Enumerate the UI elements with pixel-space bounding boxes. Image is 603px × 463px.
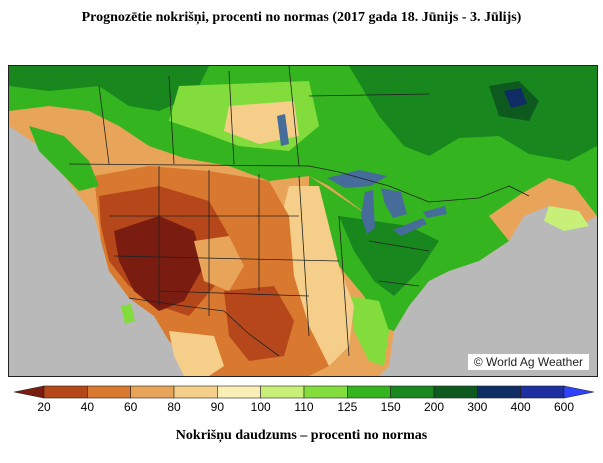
- canada-dark-green: [349, 66, 597, 161]
- southeast-light-green: [349, 296, 389, 366]
- legend-tick-label: 600: [553, 400, 575, 414]
- texas-brown: [224, 286, 294, 361]
- legend-caption: Nokrišņu daudzums – procenti no normas: [175, 428, 428, 443]
- legend-swatch: [520, 385, 565, 399]
- lake-michigan: [361, 190, 375, 234]
- lake-huron: [381, 188, 407, 218]
- legend-swatch: [217, 385, 261, 399]
- legend-tick-label: 80: [167, 400, 181, 414]
- legend-swatch: [130, 385, 175, 399]
- lake-winnipeg: [277, 114, 289, 146]
- legend-tick-label: 20: [37, 400, 51, 414]
- legend-labels: 20 40 60 80 90 100 110 125 150 200 300 400 600: [14, 400, 594, 416]
- legend-tick-label: 400: [510, 400, 531, 414]
- legend-swatch: [173, 385, 218, 399]
- lake-ontario: [423, 206, 447, 218]
- legend-tick-label: 100: [250, 400, 271, 414]
- great-lakes: [277, 114, 447, 236]
- mexico-beige: [169, 331, 224, 376]
- pacific-nw-green: [29, 126, 99, 191]
- legend-tick-label: 300: [467, 400, 488, 414]
- legend-tick-label: 110: [294, 400, 314, 414]
- state-lines: [109, 166, 430, 357]
- precipitation-map: © World Ag Weather: [8, 65, 598, 377]
- legend-tick-label: 125: [337, 400, 358, 414]
- us-canada-border: [68, 163, 530, 203]
- lake-erie: [393, 218, 427, 236]
- legend-swatch: [87, 385, 131, 399]
- legend-swatch: [303, 385, 348, 399]
- legend-tick-label: 90: [210, 400, 225, 414]
- lake-superior: [327, 170, 387, 188]
- legend-swatch: [347, 385, 391, 399]
- legend-swatch: [260, 385, 305, 399]
- province-lines: [98, 66, 430, 167]
- boundaries: [68, 66, 530, 357]
- legend-swatch: [477, 385, 521, 399]
- legend-arrow-left: [14, 385, 45, 399]
- legend-arrow-right: [563, 385, 594, 399]
- maritime-light-green: [544, 206, 589, 231]
- map-title: Prognozētie nokrišņi, procenti no normas…: [81, 10, 522, 25]
- canada-dark-green-west: [9, 66, 209, 111]
- color-legend: 20 40 60 80 90 100 110 125 150 200 300 400 600: [14, 385, 594, 419]
- legend-tick-label: 200: [423, 400, 445, 414]
- legend-tick-label: 40: [80, 400, 95, 414]
- hudson-bay-navy: [504, 88, 527, 108]
- legend-swatch: [433, 385, 478, 399]
- baja-green: [121, 304, 135, 324]
- us-mexico-border: [128, 297, 280, 357]
- legend-swatch: [43, 385, 88, 399]
- legend-tick-label: 60: [123, 400, 138, 414]
- plains-beige: [279, 186, 354, 366]
- legend-tick-label: 150: [380, 400, 401, 414]
- map-canvas: [9, 66, 597, 376]
- legend-bar: [14, 385, 594, 399]
- east-us-dark-green: [339, 216, 439, 296]
- watermark: © World Ag Weather: [467, 354, 589, 370]
- four-corners-tan: [194, 236, 244, 291]
- legend-swatch: [390, 385, 435, 399]
